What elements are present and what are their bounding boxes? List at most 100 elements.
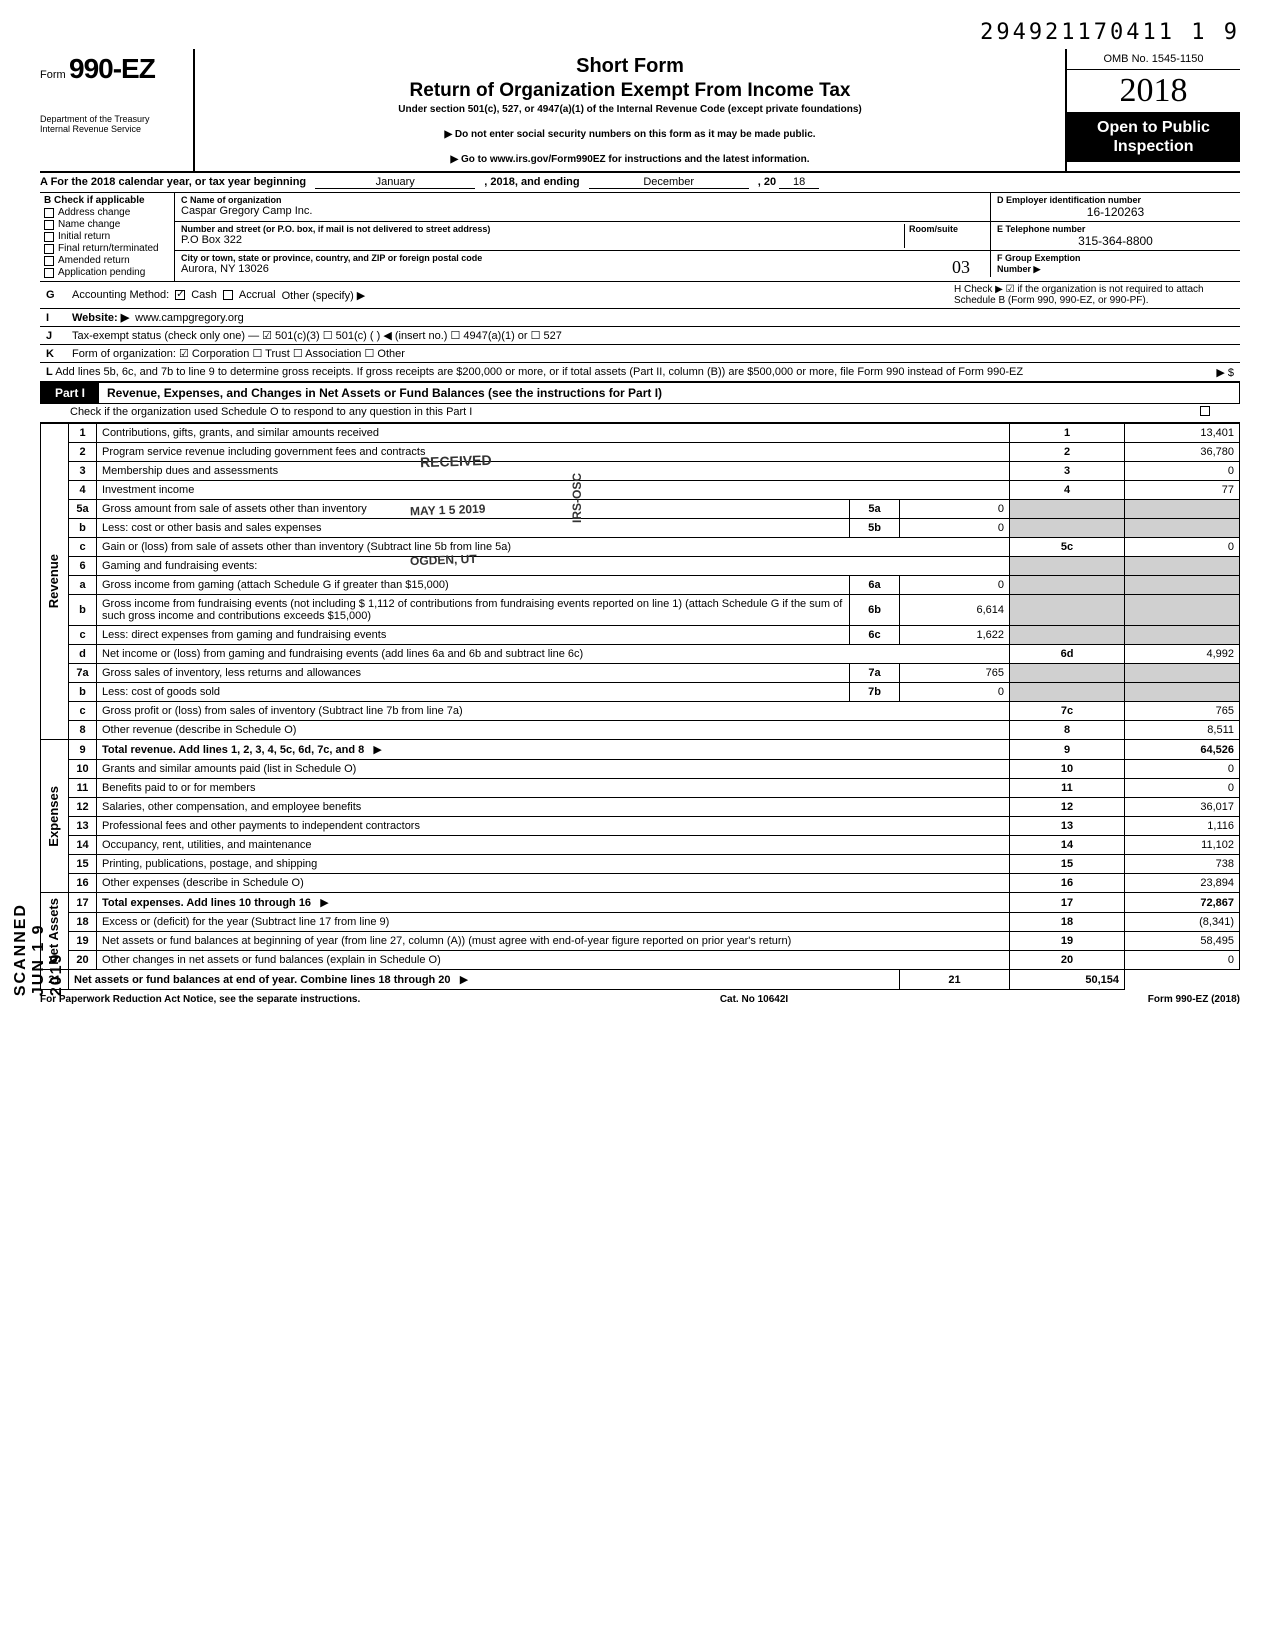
line-row: 15Printing, publications, postage, and s…: [41, 855, 1240, 874]
amount: 0: [1125, 462, 1240, 481]
grey-cell: [1010, 683, 1125, 702]
grey-cell: [1125, 626, 1240, 645]
amount: 50,154: [1010, 970, 1125, 990]
box-number: 6d: [1010, 645, 1125, 664]
lbl-name-change: Name change: [58, 219, 120, 230]
box-number: 5c: [1010, 538, 1125, 557]
box-f-hdr2: Number ▶: [997, 264, 1040, 274]
g-text: Accounting Method:: [72, 289, 169, 301]
box-number: 16: [1010, 874, 1125, 893]
footer-left: For Paperwork Reduction Act Notice, see …: [40, 994, 360, 1005]
form-number: 990-EZ: [69, 53, 155, 84]
box-number: 20: [1010, 951, 1125, 970]
ssn-note: ▶ Do not enter social security numbers o…: [205, 129, 1055, 140]
line-number: b: [69, 683, 97, 702]
line-desc: Total expenses. Add lines 10 through 16 …: [97, 893, 1010, 913]
col-b-label: B Check if applicable: [44, 195, 170, 206]
row-l: L Add lines 5b, 6c, and 7b to line 9 to …: [40, 363, 1240, 382]
chk-schedule-o[interactable]: [1200, 406, 1210, 416]
line-number: c: [69, 702, 97, 721]
grey-cell: [1010, 576, 1125, 595]
line-row: aGross income from gaming (attach Schedu…: [41, 576, 1240, 595]
lbl-address-change: Address change: [58, 207, 130, 218]
amount: (8,341): [1125, 913, 1240, 932]
grey-cell: [1125, 683, 1240, 702]
return-title: Return of Organization Exempt From Incom…: [205, 80, 1055, 102]
inner-amount: 0: [900, 683, 1010, 702]
under-section: Under section 501(c), 527, or 4947(a)(1)…: [205, 104, 1055, 115]
part1-note-text: Check if the organization used Schedule …: [70, 406, 472, 418]
chk-address-change[interactable]: [44, 208, 54, 218]
chk-pending[interactable]: [44, 268, 54, 278]
opt-cash: Cash: [191, 289, 217, 301]
dept-irs: Internal Revenue Service: [40, 125, 187, 135]
line-row: 14Occupancy, rent, utilities, and mainte…: [41, 836, 1240, 855]
line-number: 12: [69, 798, 97, 817]
line-number: 15: [69, 855, 97, 874]
grey-cell: [1125, 595, 1240, 626]
line-number: b: [69, 595, 97, 626]
line-number: 11: [69, 779, 97, 798]
line-number: 9: [69, 740, 97, 760]
short-form-title: Short Form: [205, 55, 1055, 78]
chk-amended[interactable]: [44, 256, 54, 266]
footer-right: Form 990-EZ (2018): [1148, 994, 1240, 1005]
l-label: L: [46, 366, 53, 378]
inner-amount: 0: [900, 576, 1010, 595]
line-row: bGross income from fundraising events (n…: [41, 595, 1240, 626]
line-a-prefix: A For the 2018 calendar year, or tax yea…: [40, 176, 306, 188]
city-hdr: City or town, state or province, country…: [181, 253, 984, 263]
box-number: 4: [1010, 481, 1125, 500]
chk-cash[interactable]: [175, 290, 185, 300]
inner-amount: 0: [900, 519, 1010, 538]
amount: 11,102: [1125, 836, 1240, 855]
open-public-1: Open to Public: [1071, 118, 1236, 137]
box-number: 17: [1010, 893, 1125, 913]
line-number: c: [69, 538, 97, 557]
line-number: 4: [69, 481, 97, 500]
part1-header: Part I Revenue, Expenses, and Changes in…: [40, 382, 1240, 404]
inner-amount: 0: [900, 500, 1010, 519]
chk-name-change[interactable]: [44, 220, 54, 230]
website: www.campgregory.org: [135, 312, 244, 324]
amount: 13,401: [1125, 424, 1240, 443]
entity-grid: B Check if applicable Address change Nam…: [40, 193, 1240, 282]
opt-accrual: Accrual: [239, 289, 276, 301]
lbl-pending: Application pending: [58, 267, 145, 278]
form-year: 2018: [1067, 70, 1240, 112]
line-a-begin: January: [315, 176, 475, 189]
line-row: 7aGross sales of inventory, less returns…: [41, 664, 1240, 683]
line-number: 6: [69, 557, 97, 576]
line-a-yr: 18: [779, 176, 819, 189]
box-number: 1: [1010, 424, 1125, 443]
amount: 72,867: [1125, 893, 1240, 913]
amount: 36,780: [1125, 443, 1240, 462]
line-row: 13Professional fees and other payments t…: [41, 817, 1240, 836]
amount: 0: [1125, 951, 1240, 970]
line-desc: Salaries, other compensation, and employ…: [97, 798, 1010, 817]
chk-initial-return[interactable]: [44, 232, 54, 242]
box-number: 12: [1010, 798, 1125, 817]
line-a-tail: , 20: [758, 176, 776, 188]
line-desc: Gaming and fundraising events:: [97, 557, 1010, 576]
box-number: 14: [1010, 836, 1125, 855]
box-c-hdr: C Name of organization: [181, 195, 984, 205]
box-number: 19: [1010, 932, 1125, 951]
line-desc: Other expenses (describe in Schedule O): [97, 874, 1010, 893]
inner-box-num: 5a: [850, 500, 900, 519]
tracking-number: 294921170411 1 9: [40, 20, 1240, 45]
chk-final-return[interactable]: [44, 244, 54, 254]
line-number: 3: [69, 462, 97, 481]
part1-note: Check if the organization used Schedule …: [40, 404, 1240, 423]
g-label: G: [46, 289, 66, 301]
grey-cell: [1125, 519, 1240, 538]
line-row: 4Investment income477: [41, 481, 1240, 500]
line-desc: Contributions, gifts, grants, and simila…: [97, 424, 1010, 443]
line-desc: Professional fees and other payments to …: [97, 817, 1010, 836]
line-number: 18: [69, 913, 97, 932]
line-desc: Other revenue (describe in Schedule O): [97, 721, 1010, 740]
line-desc: Grants and similar amounts paid (list in…: [97, 760, 1010, 779]
chk-accrual[interactable]: [223, 290, 233, 300]
open-public-2: Inspection: [1071, 137, 1236, 156]
i-label: I: [46, 312, 66, 324]
